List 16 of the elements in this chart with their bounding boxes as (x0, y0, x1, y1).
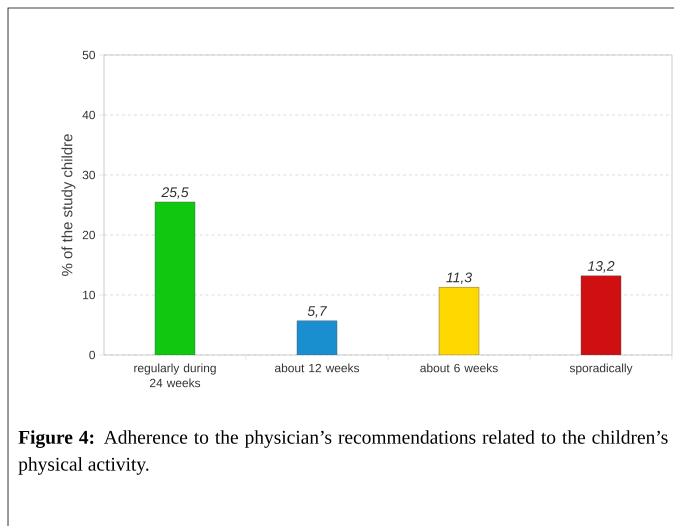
y-tick-label: 40 (82, 110, 96, 120)
text: Figure 4: Adherence to the physician’s recommendations related to the children’s physical activity. (18, 430, 668, 475)
y-tick-label: 0 (89, 350, 96, 360)
x-tick-label: about 6 weeks (420, 364, 498, 372)
y-axis-title: % of the study childre (61, 134, 76, 276)
x-tick-label: about 12 weeks (274, 364, 360, 372)
data-label: 11,3 (446, 272, 472, 284)
data-label: 13,2 (588, 261, 614, 273)
x-tick-label: regularly during 24 weeks (134, 364, 216, 388)
data-label: 5,7 (308, 306, 328, 318)
x-tick-label: sporadically (570, 364, 633, 375)
y-tick-label: 30 (82, 170, 96, 180)
y-tick-label: 10 (83, 290, 96, 300)
y-tick-label: 20 (82, 230, 96, 240)
y-tick-label: 50 (82, 50, 96, 60)
data-label: 25,5 (161, 187, 189, 199)
